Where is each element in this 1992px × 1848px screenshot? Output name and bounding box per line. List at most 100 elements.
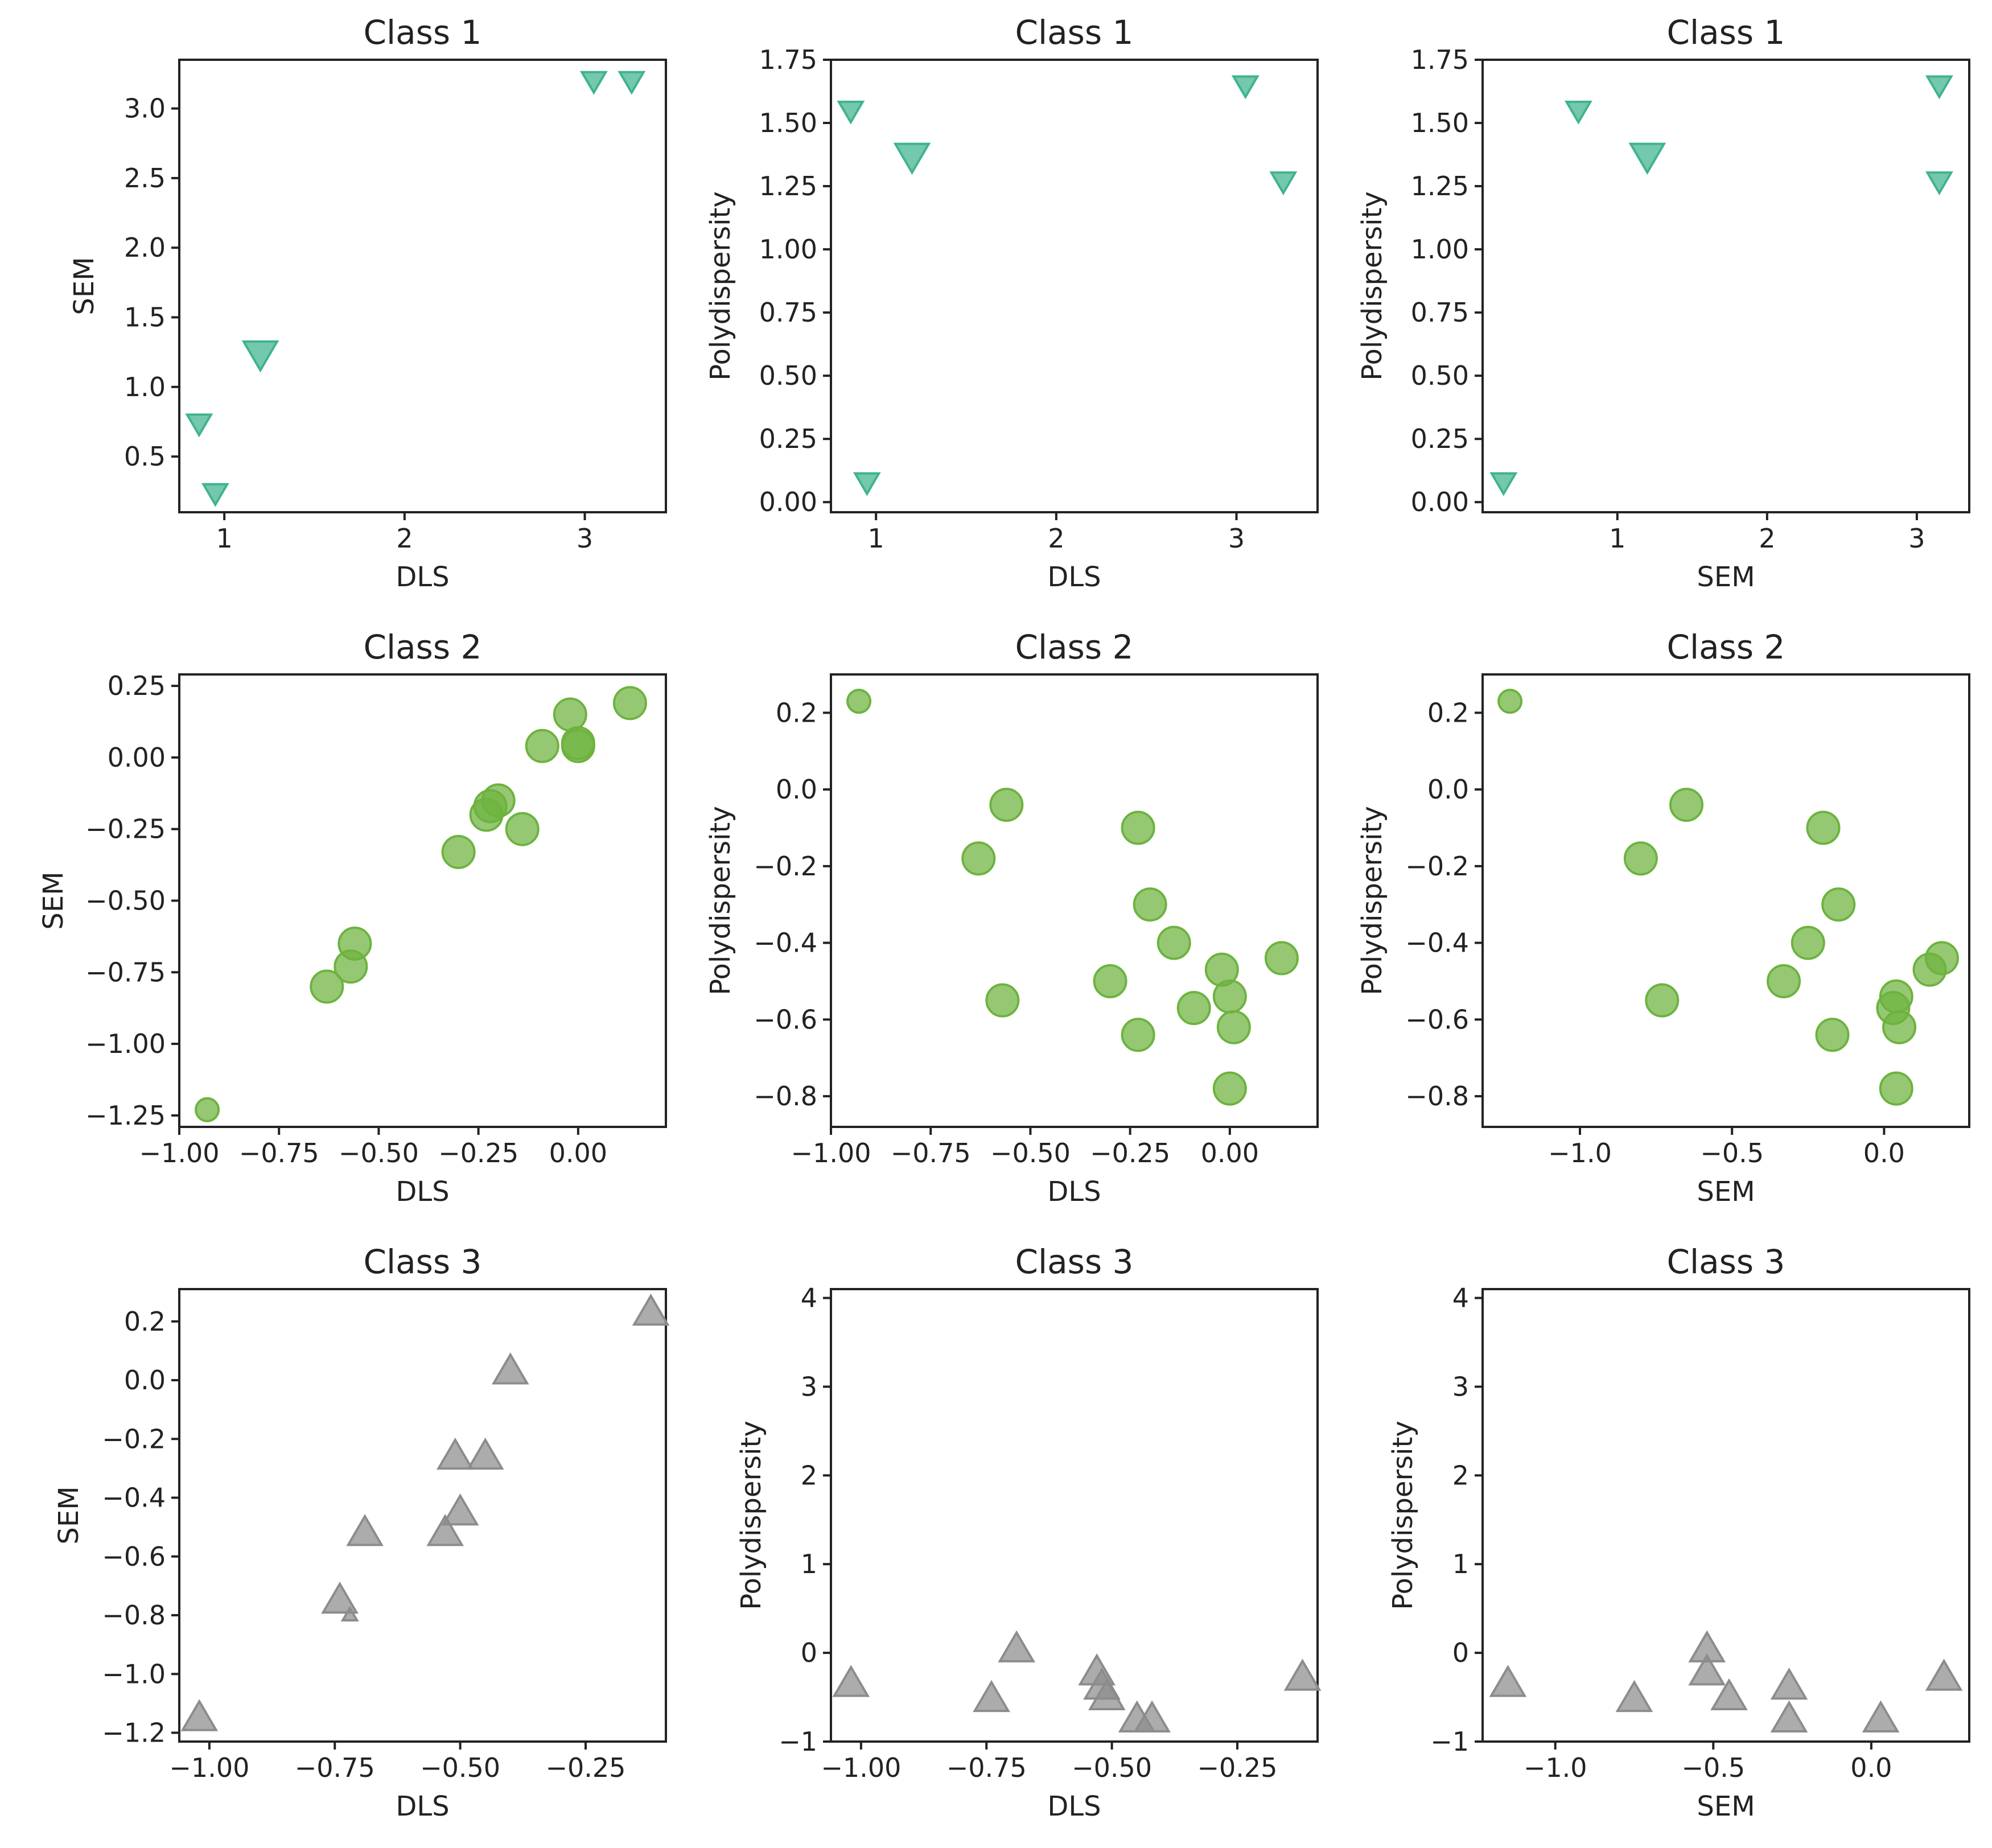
x-axis-label: DLS [1047,561,1101,593]
data-point [1710,1678,1748,1711]
x-tick-label: −1.00 [169,1752,249,1783]
y-tick-label: 3 [1452,1371,1469,1402]
y-tick-label: −0.8 [754,1081,817,1112]
subplot-title: Class 1 [1015,13,1134,52]
plot-frame [178,1288,667,1743]
x-tick-label: −0.50 [420,1752,500,1783]
plot-frame [1481,1288,1970,1743]
y-tick-label: −1 [1430,1726,1469,1757]
x-tick-label: 3 [1228,523,1245,554]
y-tick-label: 1 [1452,1549,1469,1579]
y-tick-label: −0.6 [1405,1004,1469,1035]
data-point [612,686,647,721]
y-tick-label: 0.75 [1411,297,1469,328]
data-point [1882,1010,1917,1044]
y-tick-label: 0 [801,1637,817,1668]
y-tick-label: −0.2 [1405,851,1469,882]
y-tick-label: 1.25 [759,171,817,201]
y-axis-label: SEM [68,257,100,315]
data-point [180,1699,219,1731]
data-point [1925,75,1953,100]
x-tick-label: −0.75 [891,1138,971,1168]
y-tick-label: 2.5 [124,163,166,194]
y-tick-label: −0.2 [102,1423,166,1454]
y-axis-label: SEM [53,1486,85,1544]
data-point [310,969,344,1004]
y-tick-label: −0.4 [102,1483,166,1513]
data-point [1806,810,1841,845]
data-point [1645,983,1680,1018]
y-tick-label: 3 [801,1371,817,1402]
y-tick-label: 0.5 [124,441,166,472]
data-point [618,71,646,95]
data-point [436,1437,474,1470]
data-point [579,71,608,95]
subplot-title: Class 1 [364,13,482,52]
y-tick-label: −1.25 [85,1100,166,1131]
x-tick-label: 1 [868,523,884,554]
x-tick-label: −0.75 [295,1752,375,1783]
x-axis-label: SEM [1697,561,1755,593]
x-tick-label: −0.75 [239,1138,319,1168]
data-point [1176,991,1211,1026]
data-point [1156,925,1191,960]
y-tick-label: 0.0 [1427,774,1469,805]
data-point [1121,810,1155,845]
data-point [561,729,595,763]
x-tick-label: 3 [577,523,593,554]
data-point [998,1630,1036,1662]
y-tick-label: 0.25 [759,423,817,454]
x-axis-label: DLS [396,1791,449,1822]
subplot-9: Class 3 −1.0 −0.5 0.0 −1 0 1 2 3 4 SEM Polydispersi… [1387,1242,1970,1822]
plot-frame [830,59,1319,513]
subplot-title: Class 2 [1667,628,1785,666]
data-point [426,1514,464,1546]
data-point [1879,1071,1913,1106]
data-point [1088,1678,1126,1711]
data-point [441,1493,479,1526]
x-axis-label: SEM [1697,1791,1755,1822]
x-tick-label: −1.00 [791,1138,871,1168]
y-tick-label: 0.00 [1411,487,1469,517]
data-point [985,983,1020,1018]
x-tick-label: −1.00 [821,1752,901,1783]
data-point [340,1606,359,1622]
data-point [632,1293,670,1326]
x-tick-label: −0.50 [990,1138,1071,1168]
data-point [1791,925,1825,960]
y-tick-label: 1.00 [1411,234,1469,265]
data-point [961,841,996,876]
y-tick-label: 1.75 [1411,44,1469,75]
y-tick-label: 1.75 [759,44,817,75]
data-point [1815,1018,1850,1052]
y-tick-label: 0.2 [776,697,817,728]
y-tick-label: 0.00 [759,487,817,517]
subplot-6: Class 2 −1.0 −0.5 0.0 −0.8 −0.6 −0.4 −0.2 0.0 0.2… [1356,628,1970,1208]
y-tick-label: 2 [1452,1460,1469,1491]
y-tick-label: 0.00 [108,742,166,773]
x-tick-label: 2 [1048,523,1064,554]
subplot-1: Class 1 1 2 3 0.5 1.0 1.5 2.0 2.5 3.0 DLS SEM [68,13,667,593]
data-point [491,1352,529,1385]
subplot-5: Class 2 −1.00 −0.75 −0.50 −0.25 0.00 −0.8 −0.6 −… [705,628,1319,1208]
data-point [1623,841,1658,876]
y-axis-label: Polydispersity [1356,806,1388,995]
data-point [1212,1071,1247,1106]
x-tick-label: −1.0 [1548,1138,1612,1168]
y-tick-label: −1.2 [102,1718,166,1748]
subplot-title: Class 3 [1667,1242,1785,1281]
x-axis-label: DLS [396,561,449,593]
data-point [832,1665,870,1697]
data-point [1489,472,1518,496]
data-point [1688,1653,1726,1686]
data-point [1489,1665,1527,1697]
y-tick-label: 0.75 [759,297,817,328]
y-tick-label: 0 [1452,1637,1469,1668]
y-axis-label: Polydispersity [1387,1421,1419,1610]
x-tick-label: −0.5 [1700,1138,1764,1168]
y-tick-label: 4 [801,1283,817,1314]
data-point [1862,1700,1900,1733]
data-point [481,783,516,818]
x-tick-label: 0.0 [1863,1138,1905,1168]
data-point [1564,100,1592,125]
